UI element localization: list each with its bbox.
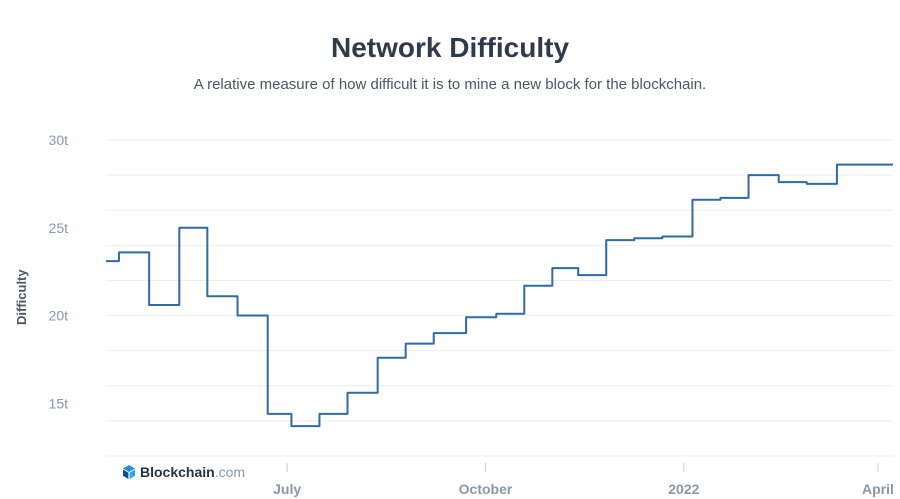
y-tick-label: 20t	[49, 308, 69, 324]
x-axis-ticks: July October 2022 April	[273, 463, 894, 497]
brand-name: Blockchain	[140, 464, 215, 480]
chart-title: Network Difficulty	[330, 32, 570, 63]
blockchain-logo[interactable]: Blockchain .com	[122, 464, 245, 480]
difficulty-line	[106, 163, 893, 428]
x-tick-label: 2022	[668, 481, 699, 497]
x-tick-label: October	[459, 481, 513, 497]
y-axis-label: Difficulty	[14, 269, 29, 325]
y-tick-label: 30t	[49, 132, 69, 148]
y-tick-label: 15t	[49, 395, 69, 411]
x-tick-label: July	[273, 481, 301, 497]
chart-subtitle: A relative measure of how difficult it i…	[193, 76, 707, 93]
y-tick-label: 25t	[49, 220, 69, 236]
brand-suffix: .com	[214, 464, 246, 480]
y-axis-ticks: 15t 20t 25t 30t	[49, 132, 69, 411]
gridlines	[106, 139, 893, 457]
blockchain-cube-icon	[123, 465, 135, 479]
x-tick-label: April	[862, 481, 894, 497]
